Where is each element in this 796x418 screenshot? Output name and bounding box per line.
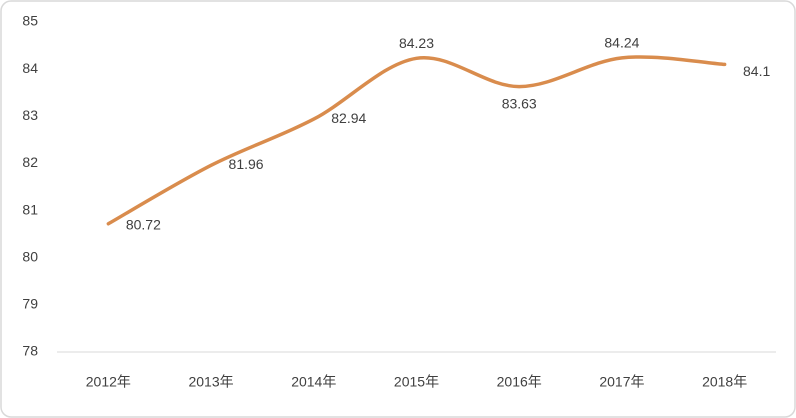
y-tick-label: 84 [22, 60, 38, 76]
line-series [106, 55, 727, 226]
data-label: 81.96 [229, 156, 264, 172]
data-label: 83.63 [502, 95, 537, 111]
data-label: 82.94 [331, 110, 366, 126]
data-label: 80.72 [126, 216, 161, 232]
y-tick-label: 85 [22, 13, 38, 29]
x-tick-label: 2014年 [291, 374, 336, 390]
data-label: 84.23 [399, 35, 434, 51]
x-tick-label: 2016年 [497, 374, 542, 390]
y-tick-label: 81 [22, 201, 38, 217]
y-tick-label: 78 [22, 343, 38, 359]
y-tick-label: 80 [22, 248, 38, 264]
y-tick-label: 83 [22, 107, 38, 123]
x-tick-label: 2018年 [702, 374, 747, 390]
data-label: 84.1 [743, 63, 770, 79]
x-tick-label: 2012年 [86, 374, 131, 390]
x-tick-label: 2017年 [599, 374, 644, 390]
y-tick-label: 82 [22, 154, 38, 170]
data-label: 84.24 [604, 35, 639, 51]
x-tick-label: 2015年 [394, 374, 439, 390]
y-tick-label: 79 [22, 296, 38, 312]
x-tick-label: 2013年 [188, 374, 233, 390]
